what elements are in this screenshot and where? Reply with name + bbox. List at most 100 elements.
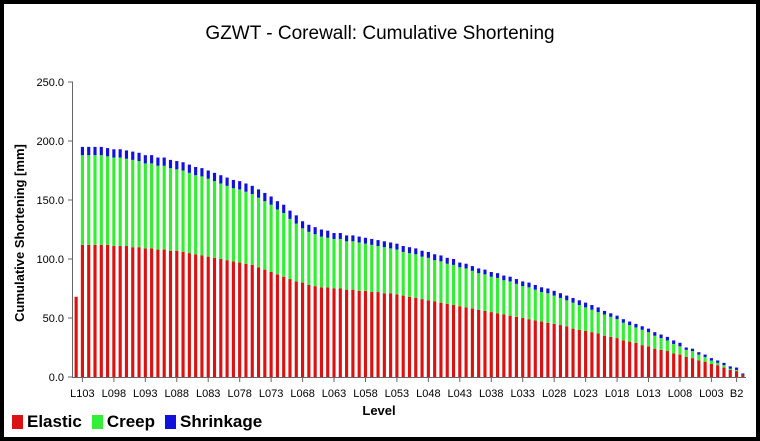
- bar-elastic-l063: [332, 288, 336, 377]
- bar-elastic-l073: [269, 271, 273, 377]
- bar-creep-l071: [282, 212, 286, 277]
- bar-creep-l072: [275, 209, 279, 275]
- bar-elastic-l098: [112, 246, 116, 377]
- bar-shrinkage-l102: [87, 146, 91, 156]
- bar-elastic-l071: [282, 276, 286, 377]
- bar-shrinkage-l067: [307, 224, 311, 232]
- legend-swatch-shrinkage: [165, 415, 176, 429]
- bar-shrinkage-l075: [256, 189, 261, 198]
- bar-elastic-l031: [533, 320, 537, 377]
- bar-creep-l096: [124, 158, 129, 247]
- bar-elastic-l057: [370, 292, 374, 377]
- bar-creep-l035: [508, 281, 512, 316]
- bar-creep-l043: [458, 267, 462, 307]
- bar-elastic-l075: [256, 267, 261, 377]
- bar-elastic-l028: [552, 323, 556, 377]
- bar-creep-l005: [697, 354, 701, 361]
- bar-shrinkage-l042: [464, 263, 468, 269]
- x-tick-label: B2: [730, 388, 743, 400]
- bar-shrinkage-l011: [659, 334, 663, 339]
- bar-elastic-l012: [653, 348, 657, 377]
- x-tick-label: L018: [605, 388, 629, 400]
- y-tick-label: 0.0: [49, 372, 64, 384]
- bar-shrinkage-l006: [690, 348, 695, 352]
- bar-shrinkage-l030: [540, 287, 544, 293]
- bar-shrinkage-b2: [734, 367, 739, 370]
- bar-elastic-l086: [187, 253, 191, 377]
- y-tick-label: 150.0: [36, 195, 64, 207]
- bar-shrinkage-l072: [275, 201, 279, 210]
- bar-creep-l099: [106, 156, 110, 245]
- bar-elastic-l005: [697, 360, 701, 377]
- bar-creep-l044: [451, 264, 456, 306]
- bar-shrinkage-l066: [313, 227, 317, 235]
- bar-shrinkage-l019: [609, 313, 613, 317]
- bar-elastic-l059: [357, 290, 361, 377]
- bar-creep-l041: [470, 270, 474, 309]
- bar-creep-l066: [313, 234, 317, 287]
- bar-elastic-l030: [540, 321, 544, 377]
- bar-elastic-l087: [181, 251, 185, 377]
- bar-elastic-l045: [445, 303, 449, 377]
- bar-shrinkage-l055: [382, 241, 386, 248]
- bar-elastic-l074: [263, 269, 267, 377]
- bar-elastic-l054: [389, 293, 393, 377]
- bar-elastic-l041: [470, 308, 474, 377]
- bar-creep-l098: [112, 157, 116, 247]
- y-tick-label: 250.0: [36, 77, 64, 89]
- bar-creep-l026: [565, 300, 569, 327]
- bar-shrinkage-l089: [168, 159, 173, 169]
- bar-elastic-l036: [502, 314, 506, 377]
- legend-swatch-elastic: [12, 415, 23, 429]
- bar-creep-l088: [175, 169, 179, 251]
- bar-shrinkage-l096: [124, 150, 129, 159]
- bar-shrinkage-l028: [552, 290, 556, 296]
- bar-elastic-l034: [514, 316, 518, 377]
- legend-item-creep: Creep: [91, 412, 155, 432]
- bar-elastic-l065: [319, 287, 324, 377]
- bar-elastic-l032: [527, 319, 531, 377]
- bar-creep-l009: [672, 343, 676, 354]
- bar-shrinkage-l074: [263, 192, 267, 202]
- bar-elastic-l062: [338, 288, 342, 377]
- x-tick-label: L063: [322, 388, 346, 400]
- bar-shrinkage-l052: [401, 246, 405, 252]
- x-tick-label: L038: [479, 388, 503, 400]
- x-tick-label: L013: [636, 388, 660, 400]
- bar-shrinkage-l099: [106, 148, 110, 157]
- bar-elastic-l097: [118, 246, 122, 377]
- bar-creep-l063: [332, 238, 336, 289]
- bar-elastic-l100: [99, 244, 103, 377]
- bar-creep-l101: [93, 155, 97, 245]
- bar-shrinkage-l024: [577, 300, 581, 306]
- bar-shrinkage-l041: [470, 266, 474, 271]
- bar-shrinkage-l023: [584, 302, 588, 308]
- x-tick-label: L068: [290, 388, 314, 400]
- bar-elastic-l066: [313, 286, 317, 377]
- bar-creep-l089: [168, 168, 173, 251]
- bar-elastic-l067: [307, 284, 311, 377]
- bar-creep-l020: [602, 314, 607, 336]
- bar-shrinkage-l040: [477, 268, 481, 274]
- bar-creep-l007: [684, 349, 688, 357]
- x-tick-label: L008: [668, 388, 692, 400]
- chart-title: GZWT - Corewall: Cumulative Shortening: [205, 23, 554, 44]
- bar-elastic-l052: [401, 295, 405, 377]
- bar-shrinkage-l092: [150, 155, 154, 164]
- bar-creep-l022: [590, 309, 594, 333]
- bar-creep-l052: [401, 251, 405, 296]
- bar-creep-l025: [571, 302, 575, 329]
- bar-shrinkage-l103: [80, 146, 84, 156]
- bar-shrinkage-l003: [709, 358, 713, 361]
- bar-elastic-l094: [137, 247, 141, 377]
- bar-elastic-l021: [596, 333, 600, 377]
- bar-elastic-l038: [489, 312, 493, 377]
- bar-elastic-l068: [301, 282, 305, 377]
- bar-creep-l081: [219, 183, 223, 259]
- bar-elastic-l018: [615, 338, 619, 377]
- bar-elastic-l089: [168, 250, 173, 377]
- bar-elastic-l040: [477, 309, 481, 377]
- bar-creep-l073: [269, 204, 273, 272]
- bar-elastic-l003: [709, 364, 713, 377]
- bar-creep-l001: [722, 365, 726, 368]
